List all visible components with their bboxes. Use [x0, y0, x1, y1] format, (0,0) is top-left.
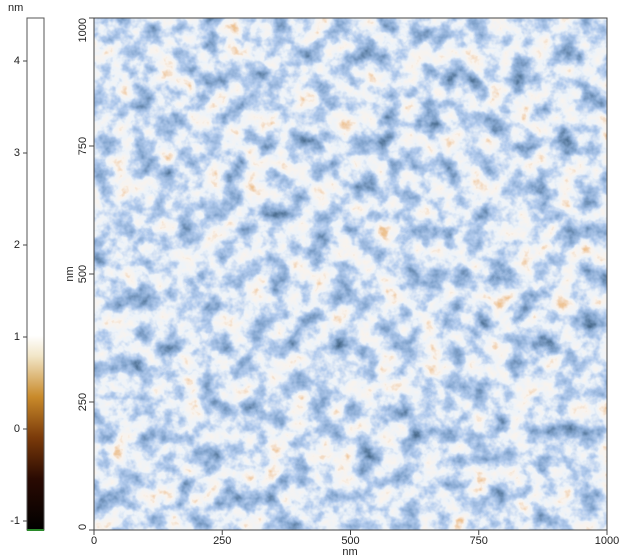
y-tick-label: 1000 [77, 18, 89, 42]
x-tick-label: 750 [470, 535, 488, 547]
colorbar-tick-label: 0 [14, 423, 20, 435]
colorbar-tick-label: 3 [14, 147, 20, 159]
colorbar-tick-label: 2 [14, 239, 20, 251]
afm-image [94, 18, 607, 530]
x-axis-label: nm [342, 546, 357, 558]
colorbar-tick-label: -1 [10, 515, 20, 527]
ticks: 4 3 2 1 0 -1 0 250 500 750 1000 0 250 500 750 1000 [10, 17, 619, 547]
y-tick-label: 250 [77, 393, 89, 411]
colorbar-unit: nm [8, 2, 23, 14]
colorbar [26, 17, 45, 531]
y-axis-label: nm [64, 266, 76, 281]
x-tick-label: 250 [213, 535, 231, 547]
colorbar-tick-label: 1 [14, 331, 20, 343]
x-tick-label: 500 [341, 535, 359, 547]
y-tick-label: 750 [77, 137, 89, 155]
x-tick-label: 1000 [595, 535, 619, 547]
y-tick-label: 500 [77, 265, 89, 283]
y-tick-label: 0 [77, 524, 89, 530]
x-tick-label: 0 [91, 535, 97, 547]
colorbar-tick-label: 4 [14, 55, 20, 67]
